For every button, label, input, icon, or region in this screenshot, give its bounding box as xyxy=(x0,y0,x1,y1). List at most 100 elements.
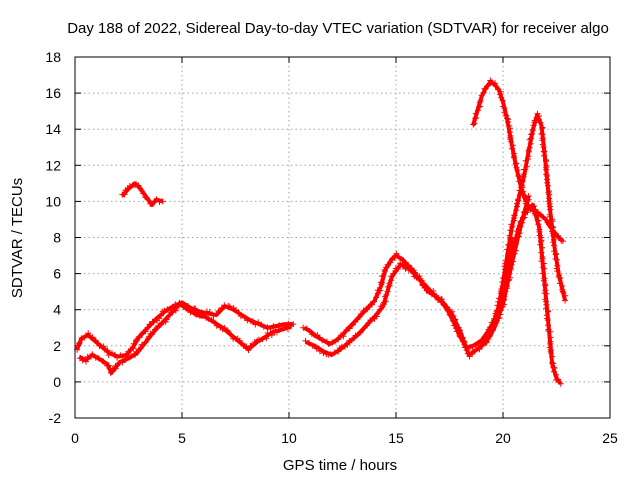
data-point-marker xyxy=(344,341,351,348)
data-point-marker xyxy=(553,371,560,378)
data-point-marker xyxy=(309,342,316,349)
data-point-marker xyxy=(304,325,310,332)
data-point-marker xyxy=(538,130,545,137)
plot-frame xyxy=(74,56,611,419)
data-point-marker xyxy=(498,94,505,101)
data-point-marker xyxy=(187,309,194,316)
data-point-marker xyxy=(527,140,534,147)
data-point-marker xyxy=(559,238,566,245)
data-point-marker xyxy=(541,265,548,272)
data-point-marker xyxy=(140,190,147,197)
data-point-marker xyxy=(508,221,515,228)
data-point-marker xyxy=(148,331,155,338)
data-point-marker xyxy=(83,358,89,365)
data-point-marker xyxy=(543,158,549,165)
data-point-marker xyxy=(461,338,468,345)
data-point-marker xyxy=(547,328,554,335)
data-point-marker xyxy=(541,152,547,159)
x-tick-label: 25 xyxy=(602,430,618,446)
data-point-marker xyxy=(548,350,554,357)
data-point-marker xyxy=(547,206,554,213)
data-point-marker xyxy=(452,316,459,323)
y-tick-label: 10 xyxy=(45,193,61,209)
data-point-marker xyxy=(288,322,295,329)
data-point-marker xyxy=(156,199,163,205)
data-point-marker xyxy=(528,130,535,137)
data-point-marker xyxy=(352,332,359,339)
data-point-marker xyxy=(543,290,550,297)
data-point-marker xyxy=(433,292,440,299)
data-point-marker xyxy=(92,337,99,344)
data-point-marker xyxy=(499,97,506,104)
data-point-marker xyxy=(511,212,518,219)
data-point-marker xyxy=(538,249,545,256)
data-point-marker xyxy=(107,370,114,376)
data-point-marker xyxy=(104,347,111,354)
data-point-marker xyxy=(128,353,134,360)
data-point-marker xyxy=(511,244,517,251)
y-tick-labels: -2 0 2 4 6 8 10 12 14 16 18 xyxy=(45,49,61,426)
chart-title: Day 188 of 2022, Sidereal Day-to-day VTE… xyxy=(67,20,609,37)
data-point-marker xyxy=(550,239,557,246)
data-point-marker xyxy=(540,260,547,267)
series-2 xyxy=(76,299,295,376)
grid-lines xyxy=(75,57,610,418)
data-point-marker xyxy=(226,303,233,310)
data-point-marker xyxy=(507,136,514,143)
data-point-marker xyxy=(427,289,434,296)
data-point-marker xyxy=(506,232,513,239)
data-point-marker xyxy=(544,308,551,315)
data-point-marker xyxy=(237,313,244,320)
data-point-marker xyxy=(540,270,547,277)
data-point-marker xyxy=(476,346,483,353)
data-point-marker xyxy=(500,283,507,290)
data-point-marker xyxy=(490,319,497,326)
data-point-marker xyxy=(393,250,400,257)
data-point-marker xyxy=(126,183,133,189)
data-point-marker xyxy=(374,310,381,317)
data-point-marker xyxy=(119,359,126,366)
data-point-marker xyxy=(100,358,107,365)
data-point-marker xyxy=(531,210,538,217)
data-point-marker xyxy=(331,349,338,356)
data-point-marker xyxy=(551,365,558,371)
data-point-marker xyxy=(357,311,364,317)
data-point-marker xyxy=(469,344,476,350)
data-point-marker xyxy=(457,331,464,337)
data-point-marker xyxy=(382,298,389,305)
data-point-marker xyxy=(245,347,252,354)
data-point-marker xyxy=(528,131,535,138)
data-point-marker xyxy=(89,351,96,358)
data-point-marker xyxy=(501,263,508,270)
x-tick-label: 10 xyxy=(281,430,297,446)
data-point-marker xyxy=(539,213,546,220)
data-point-marker xyxy=(348,322,355,329)
data-point-marker xyxy=(335,336,342,343)
data-point-marker xyxy=(542,287,549,294)
data-point-marker xyxy=(114,354,121,361)
x-axis-label: GPS time / hours xyxy=(283,457,397,474)
data-point-marker xyxy=(480,89,487,96)
data-point-marker xyxy=(89,334,96,341)
data-point-marker xyxy=(300,324,307,331)
data-point-marker xyxy=(142,328,149,335)
data-point-marker xyxy=(471,120,478,127)
data-point-marker xyxy=(503,112,509,119)
data-point-marker xyxy=(545,198,552,205)
data-point-marker xyxy=(553,265,560,272)
data-point-marker xyxy=(411,273,418,280)
data-point-marker xyxy=(364,306,371,313)
data-point-marker xyxy=(191,305,198,312)
data-point-marker xyxy=(476,104,482,111)
data-point-marker xyxy=(81,334,88,341)
data-point-marker xyxy=(340,333,347,340)
data-point-marker xyxy=(264,330,271,336)
data-point-marker xyxy=(381,266,388,273)
data-point-marker xyxy=(284,325,291,332)
data-point-marker xyxy=(497,91,504,98)
data-point-marker xyxy=(150,319,157,325)
series-5 xyxy=(302,192,532,360)
data-point-marker xyxy=(545,322,551,329)
data-point-marker xyxy=(249,318,256,325)
series-4 xyxy=(300,234,515,351)
